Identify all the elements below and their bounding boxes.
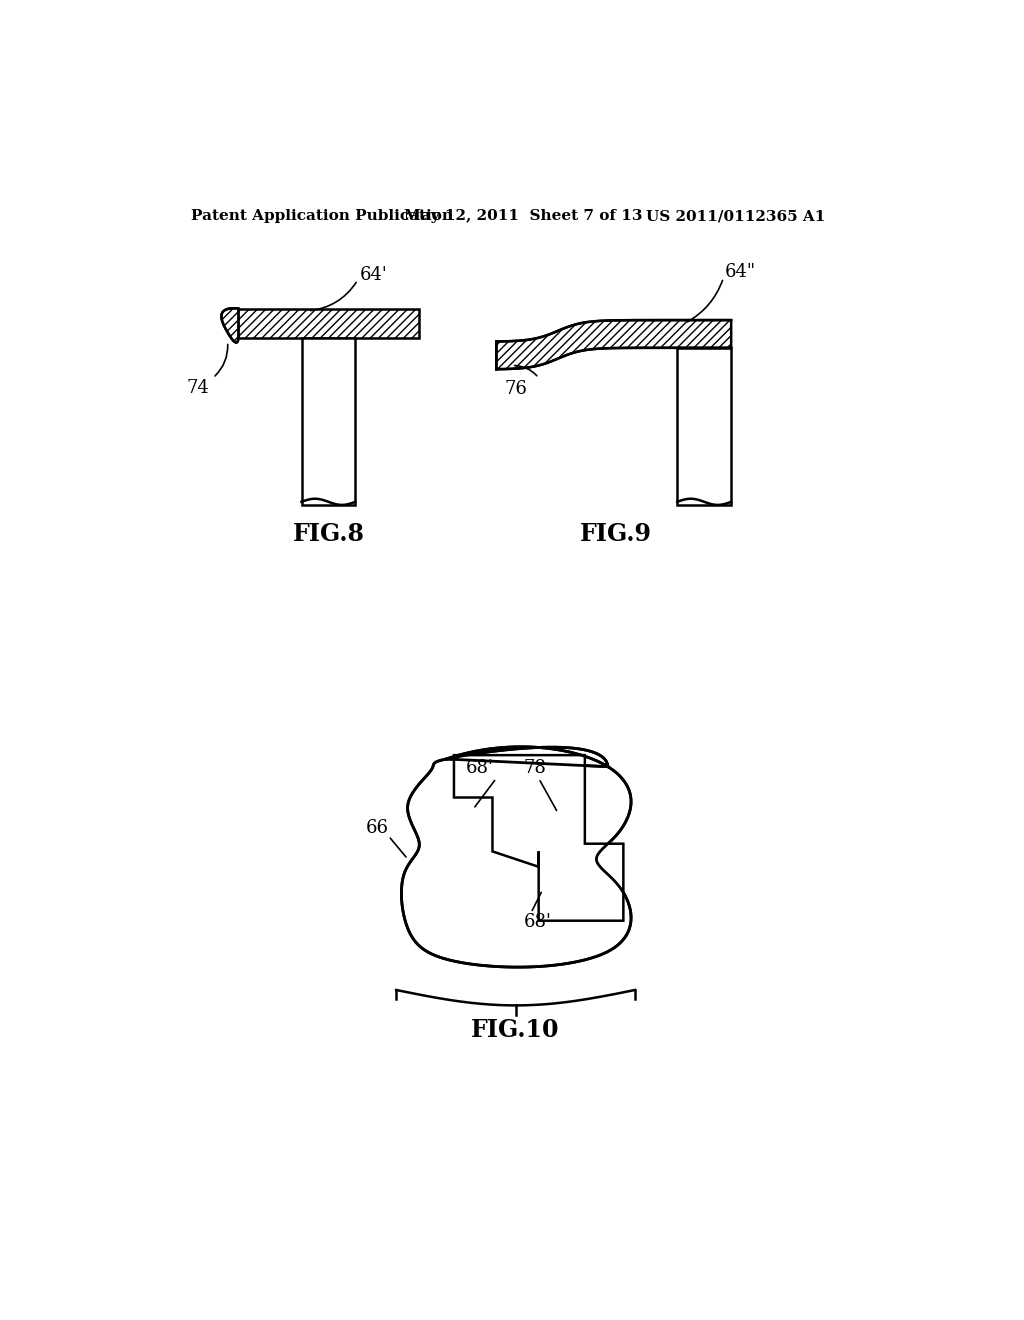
Text: FIG.9: FIG.9 xyxy=(580,523,651,546)
Text: US 2011/0112365 A1: US 2011/0112365 A1 xyxy=(646,209,825,223)
Polygon shape xyxy=(454,755,624,921)
Text: 78: 78 xyxy=(523,759,546,777)
Text: May 12, 2011  Sheet 7 of 13: May 12, 2011 Sheet 7 of 13 xyxy=(403,209,642,223)
Bar xyxy=(301,338,355,506)
Polygon shape xyxy=(497,321,731,370)
Text: 64": 64" xyxy=(725,264,756,281)
Bar xyxy=(677,348,731,506)
Text: 68': 68' xyxy=(523,913,551,931)
Polygon shape xyxy=(221,309,239,342)
Text: FIG.8: FIG.8 xyxy=(293,523,365,546)
Text: 66: 66 xyxy=(366,820,388,837)
Text: 76: 76 xyxy=(504,380,527,399)
Text: 68': 68' xyxy=(466,759,494,777)
Text: 74: 74 xyxy=(186,379,210,397)
Text: Patent Application Publication: Patent Application Publication xyxy=(190,209,453,223)
Text: FIG.10: FIG.10 xyxy=(471,1018,560,1041)
Text: 64': 64' xyxy=(360,267,388,284)
Bar xyxy=(239,309,419,338)
Polygon shape xyxy=(401,747,631,968)
